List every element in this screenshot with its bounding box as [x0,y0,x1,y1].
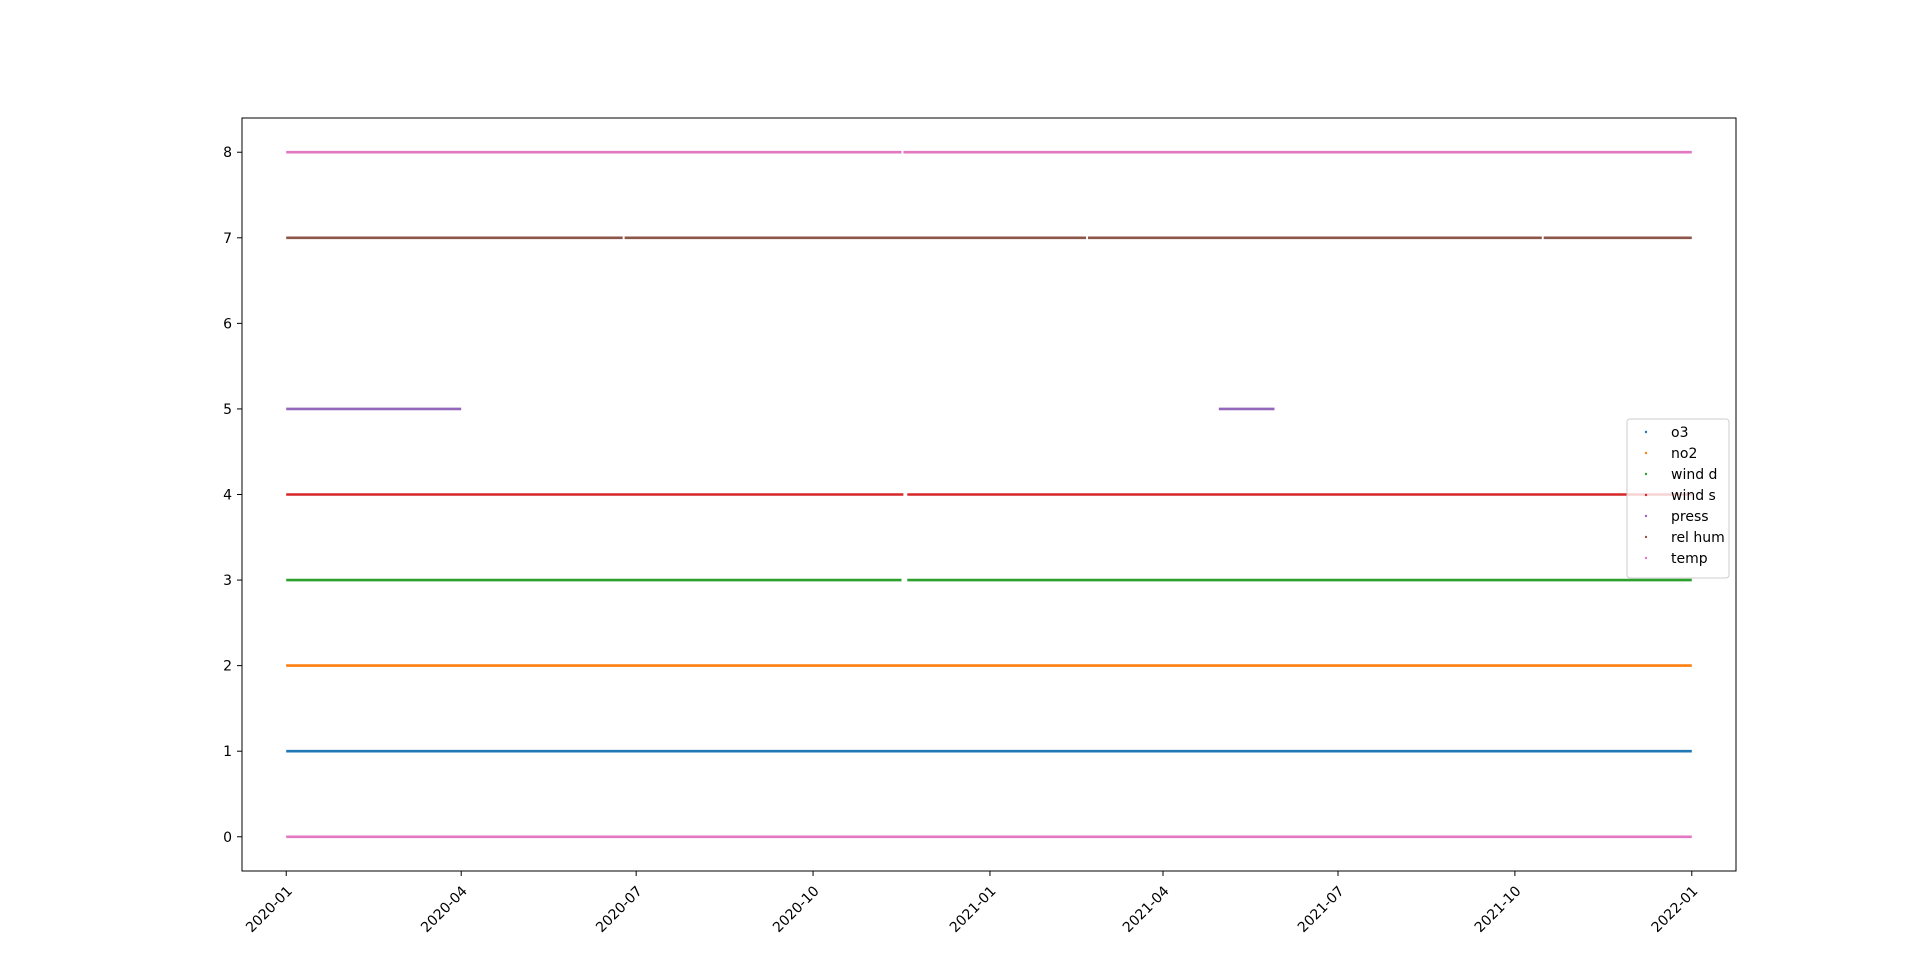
legend-marker [1644,472,1648,476]
legend-marker [1644,430,1648,434]
y-tick-label: 4 [223,488,232,504]
legend-label: no2 [1671,446,1697,462]
y-tick-label: 8 [223,145,232,161]
legend-label: rel hum [1671,530,1725,546]
legend-marker [1644,535,1648,539]
y-tick-label: 1 [223,744,232,760]
y-tick-label: 7 [223,231,232,247]
legend-label: press [1671,509,1709,525]
legend-label: wind s [1671,488,1716,504]
y-tick-label: 3 [223,573,232,589]
series-layer [286,150,1692,839]
legend-label: o3 [1671,425,1688,441]
legend-marker [1644,556,1648,560]
legend-label: temp [1671,551,1708,567]
legend-label: wind d [1671,467,1717,483]
legend-marker [1644,451,1648,455]
legend-marker [1644,514,1648,518]
y-tick-label: 6 [223,316,232,332]
y-tick-label: 0 [223,830,232,846]
y-tick-label: 5 [223,402,232,418]
legend-box [1626,418,1730,579]
legend: o3 no2 wind d wind s press rel hum temp [1626,418,1730,579]
y-tick-label: 2 [223,659,232,675]
legend-marker [1644,493,1648,497]
